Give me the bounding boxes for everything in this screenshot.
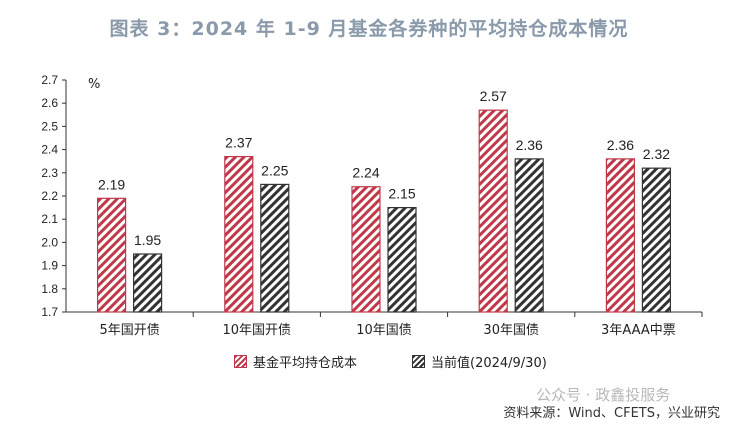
x-category-label: 3年AAA中票 (601, 323, 676, 338)
bar-current (514, 158, 544, 313)
bar-avg-cost (224, 155, 254, 313)
source-note: 资料来源：Wind、CFETS，兴业研究 (503, 406, 720, 421)
y-tick-label: 1.9 (41, 259, 58, 273)
data-label: 2.57 (480, 88, 507, 104)
y-tick-label: 2.3 (41, 166, 58, 180)
y-tick-label: 2.4 (41, 143, 58, 157)
y-tick-label: 1.7 (41, 305, 58, 319)
y-tick-label: 2.0 (41, 235, 58, 249)
data-label: 2.36 (516, 137, 543, 153)
x-category-label: 10年国开债 (223, 323, 292, 338)
bar-current (387, 207, 417, 313)
bar-current (133, 253, 163, 313)
legend-item-current: 当前值(2024/9/30) (412, 352, 547, 371)
data-label: 2.25 (261, 162, 288, 178)
y-tick-label: 2.1 (41, 212, 58, 226)
bars-group (96, 109, 672, 313)
legend-label-current: 当前值(2024/9/30) (431, 356, 547, 371)
legend-swatch-dark (412, 355, 425, 368)
x-category-label: 30年国债 (483, 323, 539, 338)
data-label: 2.19 (98, 176, 125, 192)
data-label: 2.36 (607, 137, 634, 153)
y-tick-label: 2.6 (41, 96, 58, 110)
x-category-label: 5年国开债 (99, 323, 159, 338)
legend-label-avg-cost: 基金平均持仓成本 (253, 356, 358, 371)
y-axis-unit: % (88, 77, 101, 92)
chart-title: 图表 3：2024 年 1-9 月基金各券种的平均持仓成本情况 (109, 18, 629, 40)
data-label: 2.32 (643, 146, 670, 162)
data-label: 2.37 (225, 135, 252, 151)
y-tick-label: 2.7 (41, 73, 58, 87)
legend-swatch-red (234, 355, 247, 368)
data-label: 2.15 (388, 186, 415, 202)
data-label: 2.24 (352, 165, 379, 181)
data-label: 1.95 (134, 232, 161, 248)
bar-avg-cost (351, 186, 381, 313)
x-category-label: 10年国债 (356, 323, 412, 338)
bar-avg-cost (478, 109, 508, 313)
bar-current (641, 167, 672, 313)
bar-avg-cost (96, 197, 127, 313)
legend-item-avg-cost: 基金平均持仓成本 (234, 352, 357, 371)
bar-current (260, 183, 290, 313)
axes: 1.7 1.8 1.9 2.0 2.1 2.2 2.3 2.4 2.5 2.6 2.7 5年国开债 10… (41, 73, 703, 338)
bar-avg-cost (605, 158, 636, 313)
y-tick-label: 1.8 (41, 282, 58, 296)
y-tick-label: 2.2 (41, 189, 58, 203)
y-tick-label: 2.5 (41, 119, 58, 133)
labels-group: 2.19 1.95 2.37 2.25 2.24 2.15 2.57 2.36 2.36 2.32 (98, 88, 670, 248)
watermark: 公众号 · 政鑫投服务 (536, 386, 671, 404)
